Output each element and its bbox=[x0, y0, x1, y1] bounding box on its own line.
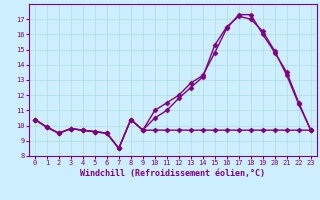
X-axis label: Windchill (Refroidissement éolien,°C): Windchill (Refroidissement éolien,°C) bbox=[80, 169, 265, 178]
